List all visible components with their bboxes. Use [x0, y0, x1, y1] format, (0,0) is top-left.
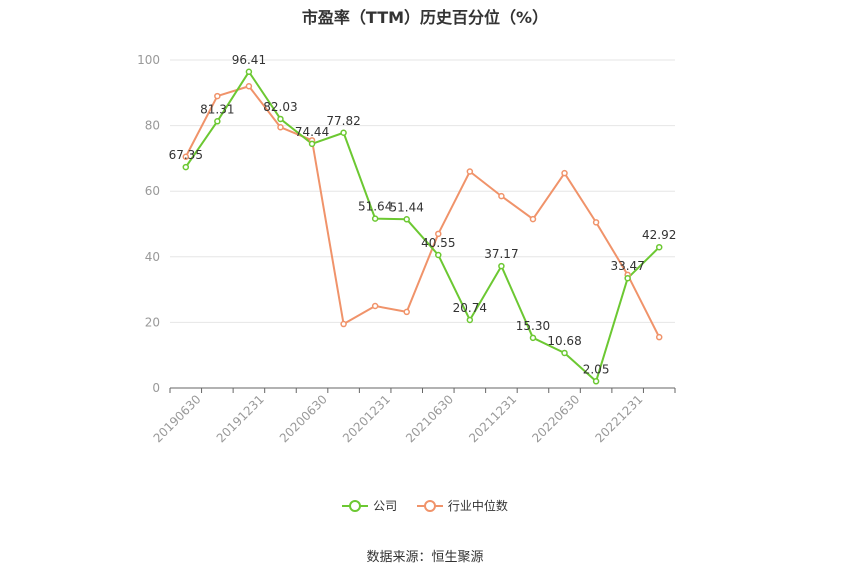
x-tick-label: 20201231 — [340, 392, 393, 445]
data-point-industry — [403, 308, 410, 316]
legend-item-company[interactable]: 公司 — [342, 497, 397, 514]
y-tick-label: 100 — [137, 53, 160, 67]
data-point-company — [277, 115, 284, 123]
x-tick-label: 20211231 — [466, 392, 519, 445]
data-label: 81.31 — [200, 102, 234, 116]
data-label: 51.44 — [390, 200, 424, 214]
data-point-company — [214, 118, 221, 125]
grid-lines — [170, 59, 675, 323]
data-point-industry — [340, 320, 347, 328]
data-point-company — [498, 262, 505, 270]
x-tick-label: 20220630 — [529, 392, 582, 445]
legend-swatch-company — [342, 499, 369, 513]
data-point-industry — [498, 192, 505, 200]
data-point-industry — [592, 219, 600, 226]
data-point-industry — [466, 168, 474, 175]
y-tick-label: 20 — [145, 315, 160, 329]
data-label: 15.30 — [516, 319, 550, 333]
data-point-industry — [277, 123, 284, 131]
x-tick-label: 20210630 — [403, 392, 456, 445]
x-axis: 20190630 20191231 20200630 20201231 20210630… — [151, 387, 676, 445]
data-point-company — [340, 129, 347, 137]
y-tick-label: 60 — [145, 184, 160, 198]
chart-title: 市盈率（TTM）历史百分位（%） — [301, 8, 549, 27]
data-label: 51.64 — [358, 200, 392, 214]
data-label: 37.17 — [484, 247, 518, 261]
data-point-industry — [245, 82, 253, 90]
data-point-company — [592, 378, 600, 385]
data-point-industry — [655, 333, 663, 341]
data-point-company — [466, 316, 474, 324]
data-source: 数据来源：恒生聚源 — [366, 550, 484, 565]
data-point-company — [308, 140, 316, 148]
data-point-company — [655, 243, 663, 251]
series-line-company — [184, 70, 660, 383]
legend-label-company: 公司 — [373, 499, 398, 513]
data-point-industry — [214, 92, 221, 100]
data-label: 40.55 — [421, 236, 455, 250]
data-label: 96.41 — [232, 53, 266, 67]
data-label: 33.47 — [610, 259, 644, 273]
data-point-company — [624, 274, 631, 282]
data-label: 20.74 — [453, 301, 487, 315]
data-point-industry — [182, 153, 190, 161]
x-tick-label: 20221231 — [592, 392, 645, 445]
data-point-company — [371, 215, 379, 222]
legend-swatch-industry — [416, 499, 443, 513]
data-label: 42.92 — [642, 228, 676, 242]
data-label: 67.35 — [169, 148, 203, 162]
x-tick-label: 20200630 — [277, 392, 330, 445]
data-point-company — [561, 349, 568, 357]
legend: 公司 行业中位数 — [0, 497, 850, 516]
data-label: 10.68 — [547, 334, 581, 348]
data-point-industry — [435, 230, 442, 238]
data-point-company — [245, 68, 253, 76]
data-point-industry — [371, 302, 379, 310]
data-point-company — [182, 163, 190, 171]
data-label: 2.05 — [583, 362, 610, 376]
data-label: 74.44 — [295, 125, 329, 139]
series-line-industry — [184, 85, 661, 338]
legend-item-industry[interactable]: 行业中位数 — [416, 497, 508, 514]
data-label: 82.03 — [263, 100, 297, 114]
series-lines — [184, 70, 661, 383]
y-tick-label: 80 — [145, 119, 160, 133]
x-tick-label: 20190630 — [151, 392, 204, 445]
series-points — [182, 68, 663, 385]
data-label: 77.82 — [326, 114, 360, 128]
y-axis-ticks: 0 20 40 60 80 100 — [137, 53, 160, 395]
data-point-industry — [561, 169, 568, 177]
y-tick-label: 40 — [145, 250, 160, 264]
data-point-industry — [529, 215, 537, 223]
y-tick-label: 0 — [152, 381, 160, 395]
data-point-company — [529, 334, 537, 342]
data-point-company — [403, 216, 410, 223]
x-tick-label: 20191231 — [214, 392, 267, 445]
data-point-company — [435, 251, 442, 259]
legend-label-industry: 行业中位数 — [447, 499, 508, 513]
